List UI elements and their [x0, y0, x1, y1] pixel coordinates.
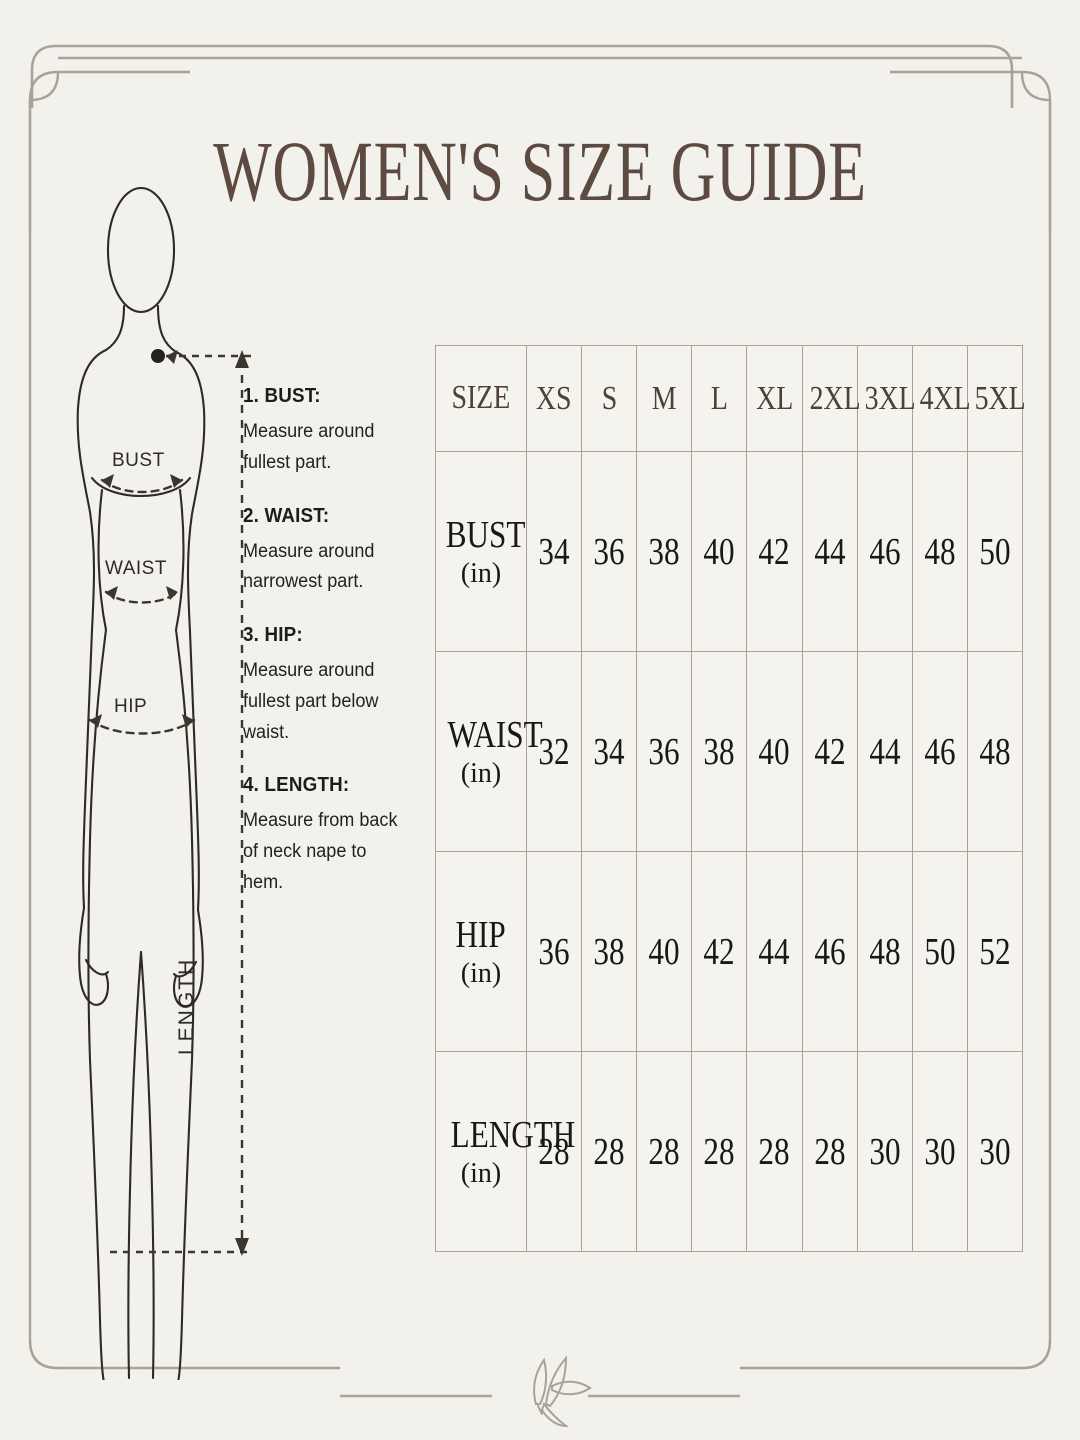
table-cell: 28: [636, 1051, 693, 1252]
table-cell: 28: [746, 1051, 803, 1252]
table-cell: 30: [911, 1051, 968, 1252]
table-cell: 34: [525, 451, 583, 652]
instruction-body: Measure around fullest part below waist.: [243, 660, 379, 743]
table-row: LENGTH (in) 28 28 28 28 28 28 30 30 30: [435, 1051, 1024, 1252]
page-title: WOMEN'S SIZE GUIDE: [213, 123, 867, 219]
table-cell: 44: [746, 851, 803, 1052]
size-chart-table: SIZE XS S M L XL 2XL 3XL 4XL 5XL BUST (in) 34 36 38 40 4…: [435, 345, 1026, 1252]
table-cell: 36: [525, 851, 583, 1052]
table-cell: 48: [911, 451, 968, 652]
table-cell: 42: [746, 451, 803, 652]
table-size-header-3xl: 3XL: [856, 345, 915, 452]
instruction-item: 1. BUST: Measure around fullest part.: [243, 385, 418, 479]
instruction-body: Measure from back of neck nape to hem.: [243, 810, 398, 893]
table-corner-header: SIZE: [435, 345, 527, 452]
table-cell: 34: [581, 651, 638, 852]
instruction-title: 3. HIP:: [243, 624, 303, 647]
length-measurement-line: [235, 350, 249, 1256]
table-cell: 40: [746, 651, 803, 852]
instruction-item: 3. HIP: Measure around fullest part belo…: [243, 624, 418, 748]
table-row: WAIST (in) 32 34 36 38 40 42 44 46 48: [435, 651, 1024, 852]
table-cell: 50: [911, 851, 968, 1052]
table-cell: 28: [801, 1051, 858, 1252]
table-size-header-l: L: [691, 345, 748, 452]
table-cell: 48: [966, 651, 1024, 852]
table-size-header-xl: XL: [746, 345, 803, 452]
table-size-header-4xl: 4XL: [911, 345, 970, 452]
instruction-item: 2. WAIST: Measure around narrowest part.: [243, 505, 418, 599]
table-row-label-hip: HIP (in): [435, 851, 527, 1052]
table-size-header-s: S: [581, 345, 638, 452]
instruction-body: Measure around fullest part.: [243, 421, 375, 473]
table-cell: 42: [691, 851, 748, 1052]
table-cell: 40: [691, 451, 748, 652]
figure-label-length: LENGTH: [175, 957, 198, 1055]
instruction-title: 4. LENGTH:: [243, 774, 350, 797]
table-cell: 30: [966, 1051, 1024, 1252]
table-cell: 36: [581, 451, 638, 652]
table-cell: 44: [856, 651, 913, 852]
table-cell: 38: [691, 651, 748, 852]
table-header-row: SIZE XS S M L XL 2XL 3XL 4XL 5XL: [435, 345, 1026, 452]
table-cell: 52: [966, 851, 1024, 1052]
table-cell: 46: [911, 651, 968, 852]
instruction-item: 4. LENGTH: Measure from back of neck nap…: [243, 774, 418, 898]
instruction-title: 2. WAIST:: [243, 504, 330, 527]
figure-label-hip: HIP: [114, 696, 148, 717]
table-row: HIP (in) 36 38 40 42 44 46 48 50 52: [435, 851, 1024, 1052]
table-cell: 48: [856, 851, 913, 1052]
table-cell: 46: [856, 451, 913, 652]
figure-label-waist: WAIST: [105, 558, 167, 579]
table-cell: 28: [525, 1051, 583, 1252]
table-row: BUST (in) 34 36 38 40 42 44 46 48 50: [435, 451, 1024, 652]
table-size-header-m: M: [636, 345, 693, 452]
figure-label-bust: BUST: [112, 450, 165, 471]
table-cell: 38: [636, 451, 693, 652]
measurement-instructions: 1. BUST: Measure around fullest part. 2.…: [243, 385, 418, 925]
instruction-title: 1. BUST:: [243, 385, 321, 407]
table-cell: 44: [801, 451, 858, 652]
table-size-header-2xl: 2XL: [801, 345, 860, 452]
table-cell: 42: [801, 651, 858, 852]
table-row-label-waist: WAIST (in): [435, 651, 543, 852]
table-row-label-length: LENGTH (in): [435, 1051, 575, 1252]
table-cell: 36: [636, 651, 693, 852]
table-cell: 32: [525, 651, 583, 852]
table-cell: 40: [636, 851, 693, 1052]
instruction-body: Measure around narrowest part.: [243, 540, 375, 593]
leaf-sprig-ornament: [340, 1355, 740, 1428]
table-cell: 38: [581, 851, 638, 1052]
table-size-header-xs: XS: [525, 345, 583, 452]
table-cell: 50: [966, 451, 1024, 652]
table-row-label-bust: BUST (in): [435, 451, 527, 652]
table-cell: 28: [691, 1051, 748, 1252]
table-size-header-5xl: 5XL: [966, 345, 1026, 452]
table-cell: 28: [581, 1051, 638, 1252]
table-cell: 30: [856, 1051, 913, 1252]
table-cell: 46: [801, 851, 858, 1052]
female-body-figure-illustration: [76, 186, 252, 1380]
